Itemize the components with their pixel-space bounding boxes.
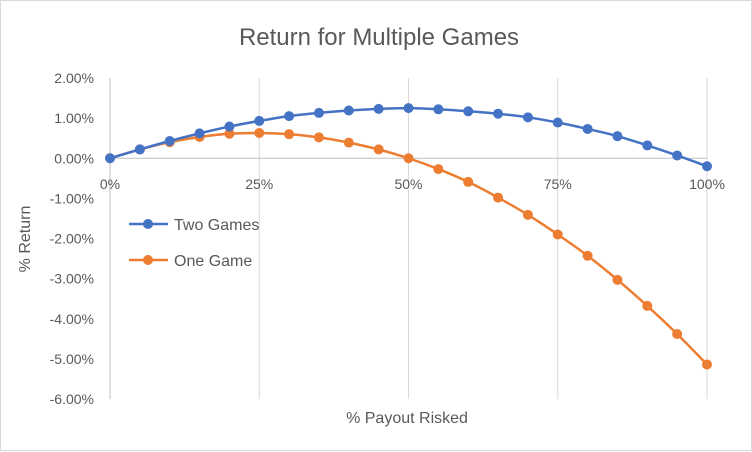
- data-point-one-game: [582, 250, 593, 261]
- y-tick-label: 0.00%: [54, 150, 94, 166]
- data-point-two-games: [702, 161, 712, 172]
- x-tick-label: 100%: [689, 176, 725, 192]
- tick-labels: 0% 25% 50% 75% 100% 2.00% 1.00% 0.00% -1.00% -2.0…: [50, 70, 725, 407]
- legend-marker-two-games: [143, 219, 153, 229]
- data-point-one-game: [254, 127, 265, 138]
- gridlines: [109, 78, 708, 399]
- y-tick-label: -2.00%: [50, 231, 94, 247]
- data-point-two-games: [224, 121, 235, 132]
- data-point-two-games: [194, 128, 205, 139]
- data-point-one-game: [433, 164, 444, 175]
- data-point-two-games: [134, 144, 145, 155]
- data-point-two-games: [522, 112, 533, 123]
- data-point-one-game: [522, 209, 533, 220]
- data-point-one-game: [343, 137, 354, 148]
- legend: Two Games One Game: [129, 217, 259, 270]
- data-point-two-games: [433, 104, 444, 115]
- y-tick-label: -6.00%: [50, 391, 94, 407]
- data-point-one-game: [642, 300, 653, 311]
- data-point-two-games: [493, 108, 504, 119]
- data-point-two-games: [164, 135, 175, 146]
- data-point-one-game: [313, 132, 324, 143]
- data-point-two-games: [552, 117, 563, 128]
- data-point-one-game: [612, 274, 623, 285]
- x-tick-label: 75%: [544, 176, 572, 192]
- data-point-two-games: [254, 115, 265, 126]
- data-point-one-game: [224, 128, 235, 139]
- y-tick-label: -3.00%: [50, 271, 94, 287]
- data-point-two-games: [463, 106, 474, 117]
- x-axis-title: % Payout Risked: [346, 410, 468, 427]
- data-point-one-game: [493, 192, 504, 203]
- y-axis-title: % Return: [17, 206, 34, 273]
- data-point-one-game: [672, 328, 683, 339]
- data-point-two-games: [672, 150, 683, 161]
- data-point-two-games: [105, 153, 115, 164]
- data-point-two-games: [582, 123, 593, 134]
- data-point-one-game: [373, 144, 384, 155]
- data-point-two-games: [403, 103, 414, 114]
- data-point-two-games: [343, 105, 354, 116]
- data-point-two-games: [612, 131, 623, 142]
- data-point-one-game: [403, 153, 414, 164]
- data-point-one-game: [552, 229, 563, 240]
- x-tick-label: 50%: [394, 176, 422, 192]
- y-tick-label: -5.00%: [50, 351, 94, 367]
- legend-label-two-games: Two Games: [174, 217, 259, 234]
- data-point-two-games: [373, 103, 384, 114]
- x-tick-label: 25%: [245, 176, 273, 192]
- data-point-one-game: [284, 129, 295, 140]
- y-tick-label: 2.00%: [54, 70, 94, 86]
- legend-label-one-game: One Game: [174, 253, 252, 270]
- data-point-one-game: [463, 176, 474, 187]
- chart-title: Return for Multiple Games: [239, 24, 519, 51]
- y-tick-label: -1.00%: [50, 190, 94, 206]
- data-point-one-game: [702, 359, 712, 370]
- x-tick-label: 0%: [100, 176, 120, 192]
- legend-marker-one-game: [143, 255, 153, 265]
- plot-series: [105, 103, 712, 370]
- data-point-two-games: [313, 107, 324, 118]
- series-two-games: [105, 103, 712, 172]
- data-point-two-games: [284, 111, 295, 122]
- y-tick-label: -4.00%: [50, 311, 94, 327]
- y-tick-label: 1.00%: [54, 110, 94, 126]
- data-point-two-games: [642, 140, 653, 151]
